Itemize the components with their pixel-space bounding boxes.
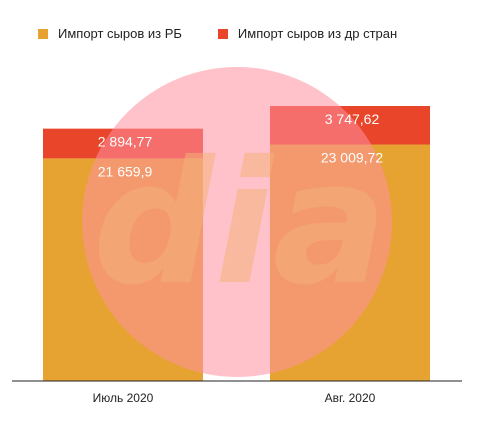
value-label-rb-0: 21 659,9: [98, 163, 153, 179]
legend-swatch-other: [217, 28, 228, 39]
legend-swatch-rb: [38, 28, 48, 39]
x-tick-label-0: Июль 2020: [93, 391, 154, 405]
value-label-rb-1: 23 009,72: [321, 150, 383, 166]
x-tick-label-1: Авг. 2020: [325, 391, 376, 405]
legend-label-other: Импорт сыров из др стран: [237, 26, 398, 41]
legend-label-rb: Импорт сыров из РБ: [58, 26, 182, 41]
legend-item-other: Импорт сыров из др стран: [217, 26, 398, 41]
legend-item-rb: Импорт сыров из РБ: [38, 26, 182, 41]
value-label-other-0: 2 894,77: [98, 134, 153, 150]
value-label-other-1: 3 747,62: [325, 111, 380, 127]
watermark-circle: [82, 67, 392, 377]
legend: Импорт сыров из РБ Импорт сыров из др ст…: [38, 26, 397, 41]
watermark-logo-text: dia: [93, 125, 388, 323]
